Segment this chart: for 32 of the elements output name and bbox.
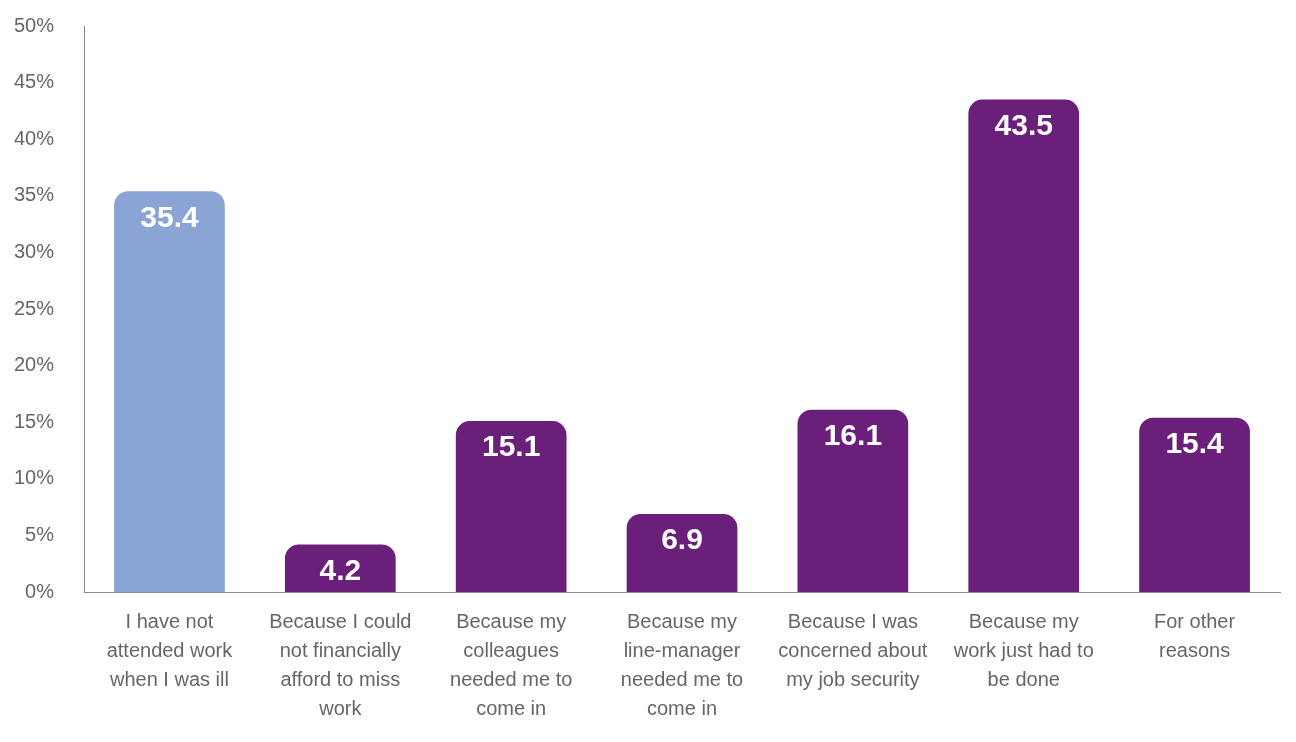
data-label: 6.9 bbox=[661, 522, 703, 556]
bar bbox=[284, 544, 396, 592]
data-label: 4.2 bbox=[319, 552, 362, 586]
x-tick-label: Because my line-manager needed me to come in bbox=[620, 610, 744, 720]
data-label: 35.4 bbox=[140, 199, 199, 233]
y-tick-label: 0% bbox=[25, 579, 55, 602]
bar bbox=[114, 191, 225, 592]
y-tick-label: 20% bbox=[14, 353, 55, 376]
bar bbox=[797, 409, 909, 592]
data-label: 15.1 bbox=[481, 429, 541, 463]
x-tick-label: Because my work just had to be done bbox=[952, 610, 1094, 691]
y-tick-label: 45% bbox=[14, 70, 55, 93]
y-tick-label: 25% bbox=[14, 296, 55, 319]
y-tick-label: 35% bbox=[14, 183, 55, 206]
bar bbox=[626, 513, 738, 592]
y-tick-label: 40% bbox=[14, 126, 55, 149]
bar bbox=[968, 99, 1080, 592]
x-tick-label: Because I could not financially afford to miss work bbox=[269, 610, 412, 720]
data-label: 16.1 bbox=[823, 418, 883, 452]
x-tick-label: I have not attended work when I was ill bbox=[106, 610, 234, 691]
y-tick-label: 10% bbox=[14, 466, 55, 489]
bar bbox=[455, 421, 567, 592]
y-tick-label: 5% bbox=[25, 522, 55, 545]
y-tick-label: 30% bbox=[14, 239, 55, 262]
data-label: 43.5 bbox=[994, 107, 1053, 141]
x-tick-label: For other reasons bbox=[1154, 610, 1236, 662]
x-tick-label: Because my colleagues needed me to come in bbox=[450, 610, 573, 720]
y-tick-label: 50% bbox=[14, 13, 55, 36]
x-tick-label: Because I was concerned about my job security bbox=[778, 610, 928, 691]
data-label: 15.4 bbox=[1165, 425, 1225, 459]
y-tick-label: 15% bbox=[14, 409, 55, 432]
bar bbox=[1139, 417, 1250, 592]
